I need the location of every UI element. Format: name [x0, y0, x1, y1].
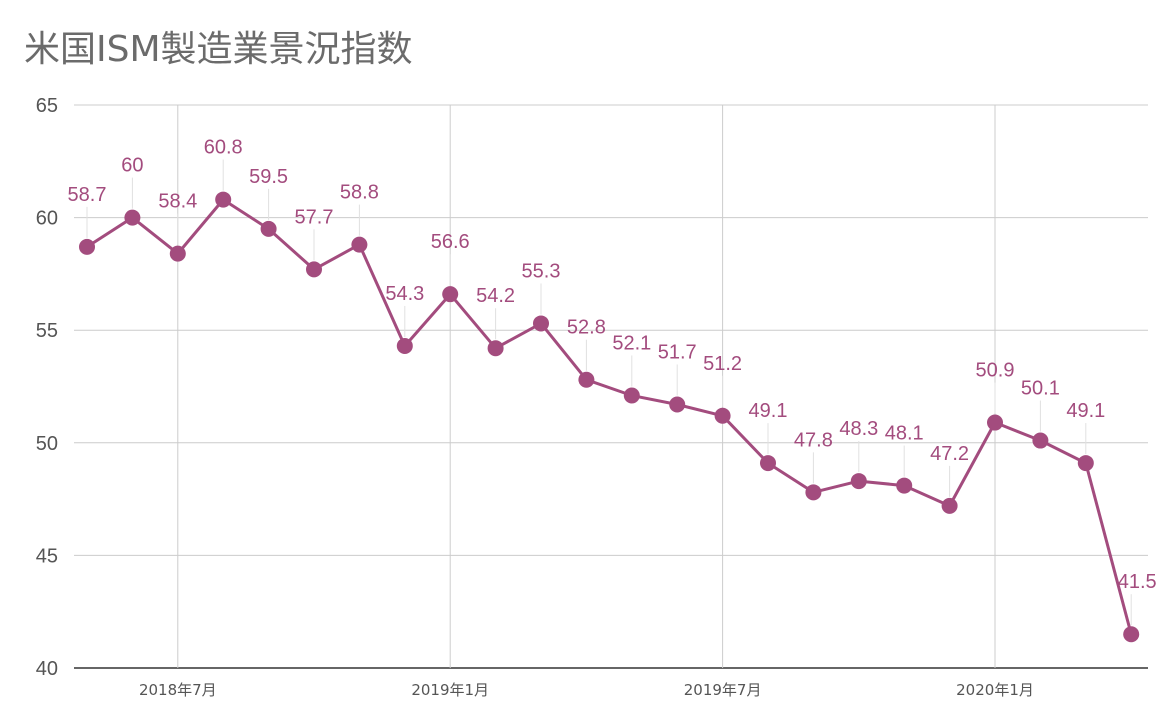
data-label: 48.3	[839, 418, 878, 440]
data-point	[533, 315, 549, 332]
x-tick-label: 2019年7月	[684, 681, 762, 699]
data-label: 52.8	[567, 317, 606, 339]
x-tick-label: 2019年1月	[411, 681, 489, 699]
horizontal-gridlines	[74, 104, 1148, 669]
data-label: 51.2	[703, 353, 742, 375]
data-point	[1123, 626, 1140, 643]
data-point	[79, 238, 95, 255]
data-label: 49.1	[1066, 400, 1105, 422]
data-point	[760, 455, 776, 472]
data-point	[805, 484, 822, 501]
data-point	[306, 261, 322, 278]
data-point	[714, 407, 731, 424]
data-label: 49.1	[749, 400, 788, 422]
data-label: 56.6	[431, 231, 470, 253]
data-label: 59.5	[249, 166, 288, 188]
data-point	[850, 473, 867, 490]
data-point	[623, 387, 640, 404]
x-tick-label: 2018年7月	[139, 681, 217, 699]
data-label: 50.1	[1021, 378, 1060, 400]
data-label: 58.8	[340, 182, 379, 204]
data-point	[442, 286, 459, 303]
x-axis-ticks: 2018年7月 2019年1月 2019年7月 2020年1月	[139, 681, 1034, 699]
data-label: 52.1	[612, 333, 651, 355]
chart-title: 米国ISM製造業景況指数	[24, 29, 413, 70]
y-axis-ticks: 40 45 50 55 60 65	[36, 95, 58, 680]
data-point	[578, 371, 595, 388]
data-label: 51.7	[658, 342, 697, 364]
y-tick-label: 65	[36, 95, 58, 117]
data-point	[169, 245, 186, 262]
data-point	[351, 236, 368, 253]
series-line	[86, 198, 1133, 635]
y-tick-label: 40	[36, 658, 58, 680]
data-label: 47.2	[930, 443, 969, 465]
y-tick-label: 60	[36, 208, 58, 230]
data-point	[215, 191, 232, 208]
data-label: 54.3	[385, 283, 424, 305]
data-point	[896, 477, 913, 494]
y-tick-label: 50	[36, 433, 58, 455]
data-point	[396, 337, 413, 354]
data-label: 55.3	[522, 260, 561, 282]
label-leader-lines	[86, 159, 1132, 626]
data-label: 60	[121, 155, 143, 177]
x-tick-label: 2020年1月	[956, 681, 1034, 699]
y-tick-label: 45	[36, 545, 58, 567]
data-point	[941, 497, 958, 514]
data-point	[987, 414, 1003, 431]
data-label: 58.7	[68, 184, 107, 206]
data-label: 60.8	[204, 137, 243, 159]
data-label: 57.7	[295, 206, 334, 228]
data-label: 50.9	[976, 360, 1015, 382]
data-point	[124, 209, 141, 226]
data-label: 47.8	[794, 429, 833, 451]
y-tick-label: 55	[36, 320, 58, 342]
data-label: 58.4	[158, 191, 197, 213]
data-point	[1077, 455, 1094, 472]
data-points	[79, 191, 1140, 643]
data-point	[669, 396, 686, 413]
data-label: 41.5	[1118, 571, 1157, 593]
data-point	[260, 220, 277, 237]
data-point	[1032, 432, 1049, 449]
data-point	[487, 340, 504, 357]
data-label: 54.2	[476, 285, 515, 307]
data-label: 48.1	[885, 423, 924, 445]
data-labels: 58.7 60 58.4 60.8 59.5 57.7 58.8 54.3 56.6 54.2 55…	[68, 137, 1157, 594]
